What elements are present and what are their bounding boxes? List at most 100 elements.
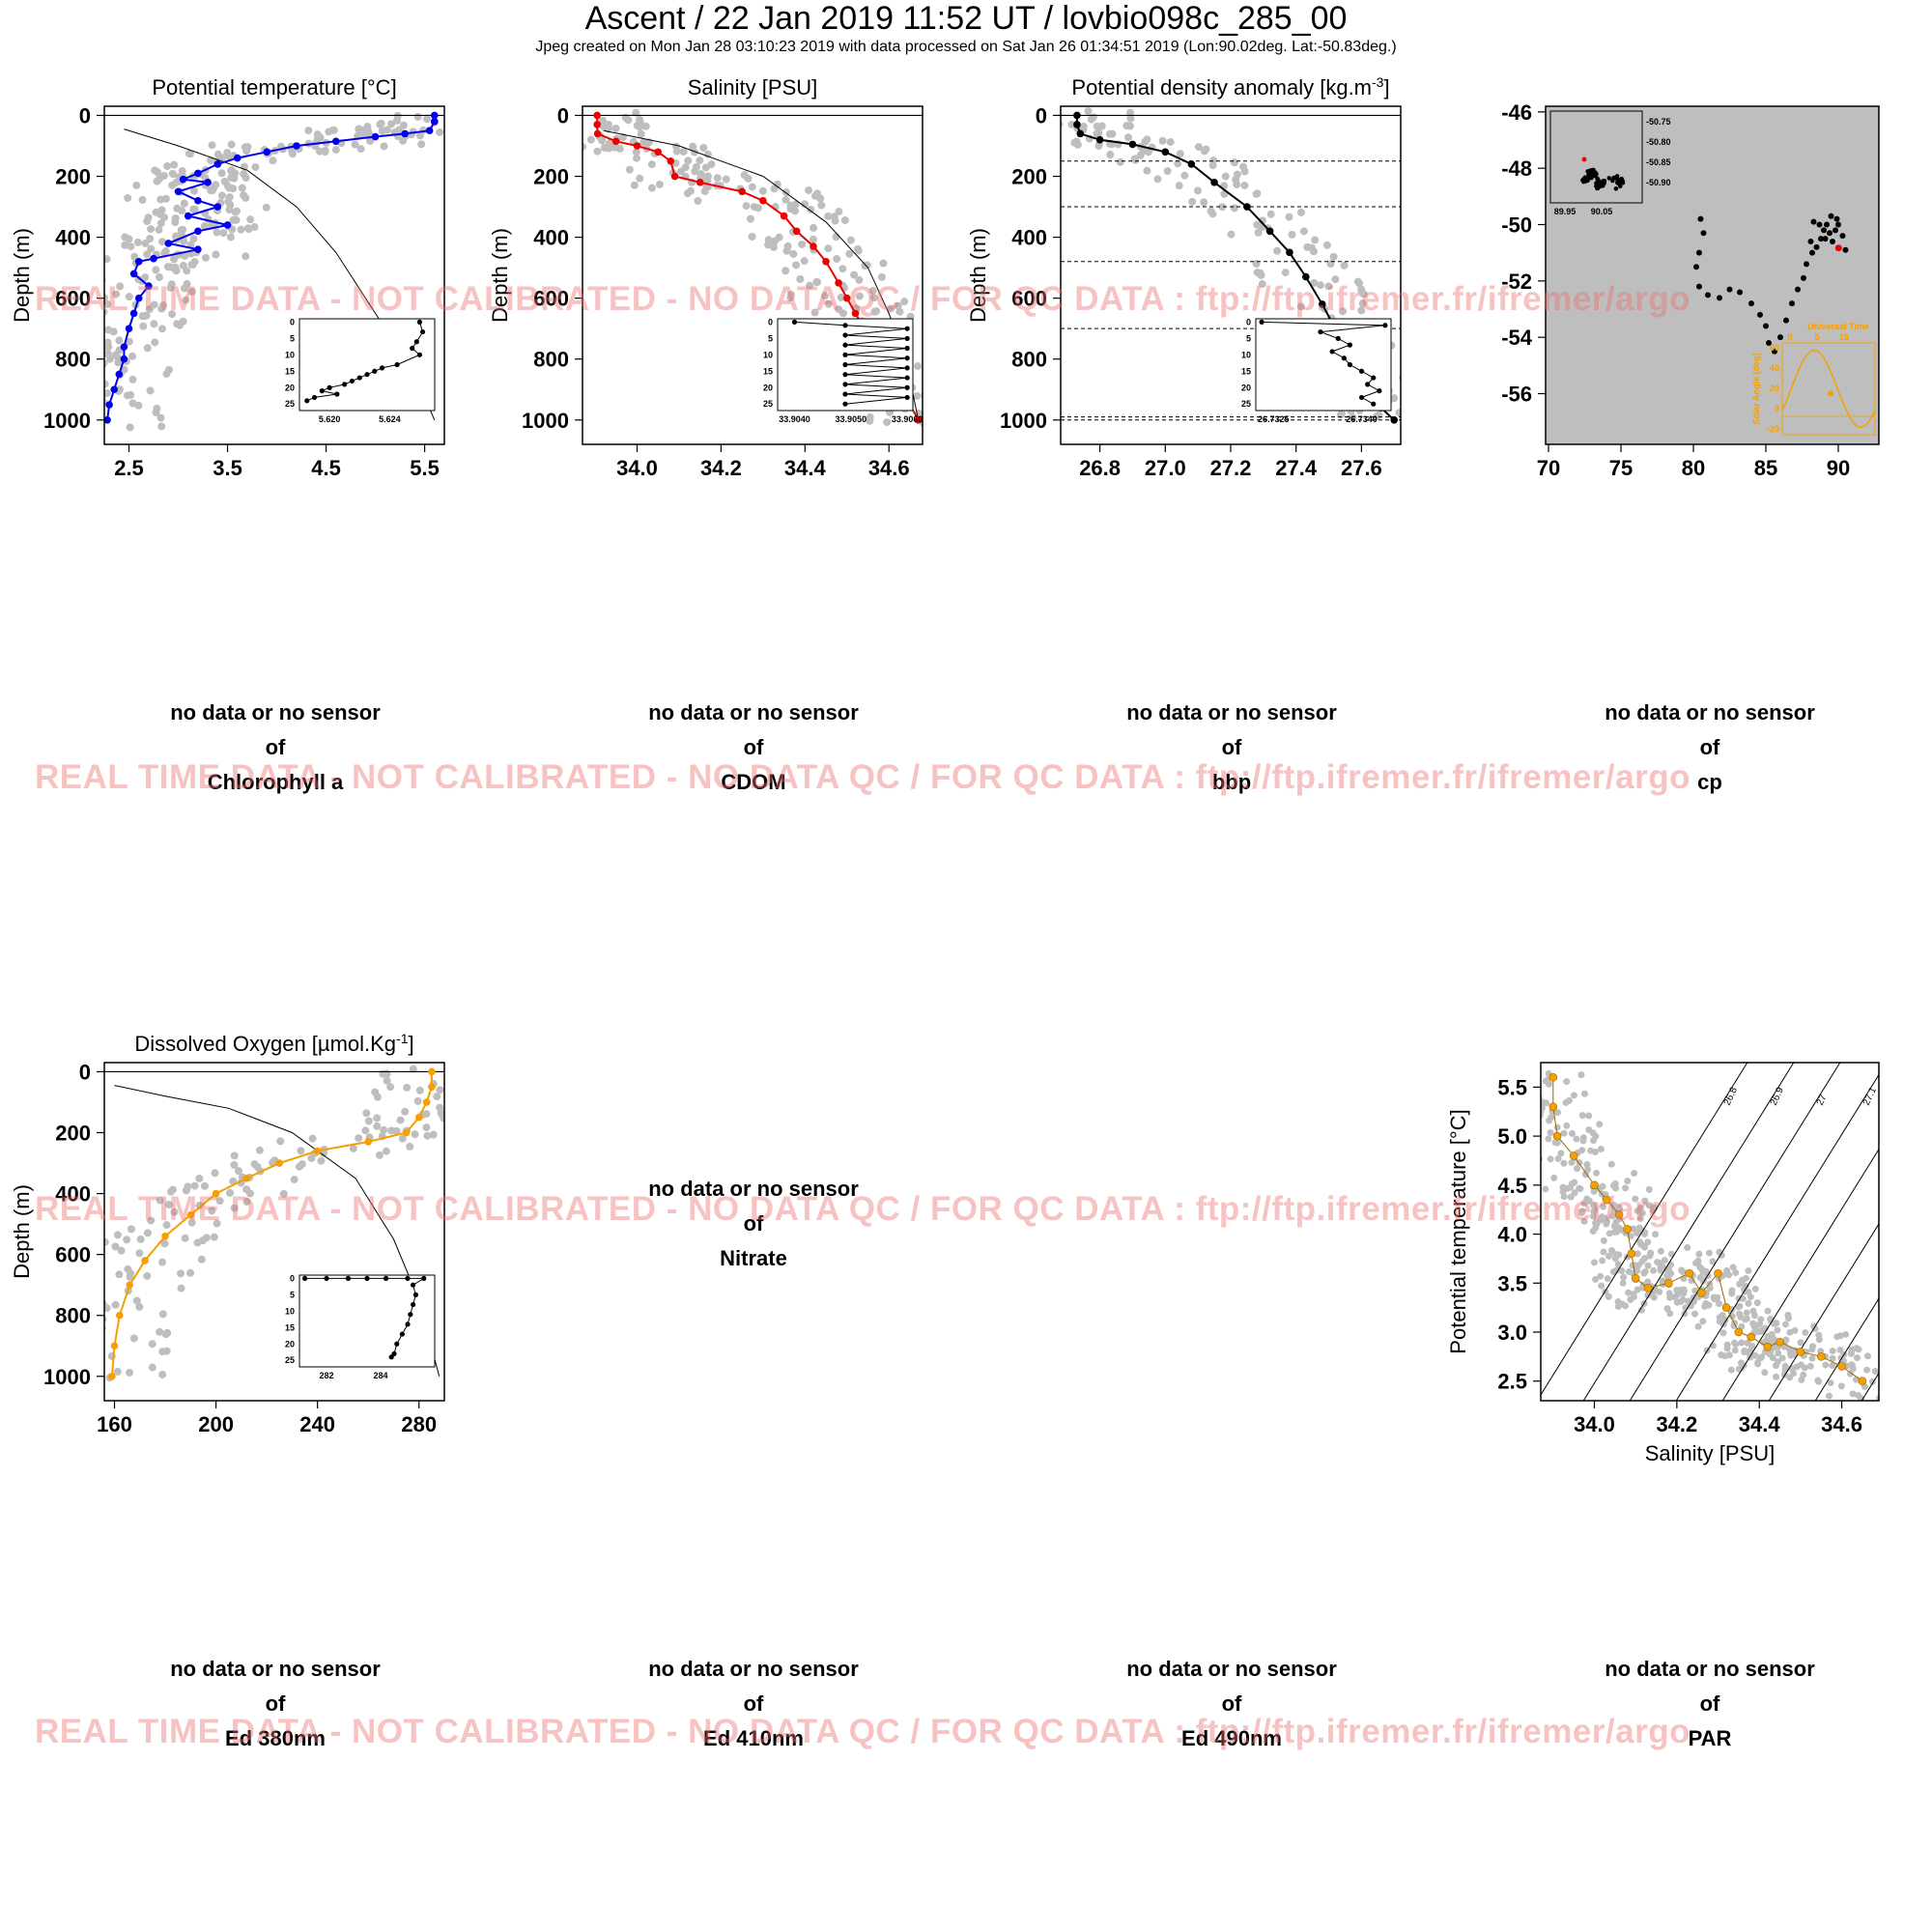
profile-point <box>212 1189 220 1198</box>
inset-point <box>364 372 370 378</box>
climatology-point <box>109 327 118 336</box>
y-tick-label: 600 <box>1011 287 1047 311</box>
climatology-point <box>145 305 154 314</box>
climatology-point <box>883 418 892 427</box>
climatology-point <box>1811 1325 1819 1333</box>
climatology-point <box>355 1134 363 1143</box>
climatology-point <box>1619 1279 1627 1287</box>
climatology-point <box>1230 158 1238 167</box>
climatology-point <box>182 296 190 304</box>
inset-y-tick-label: -50.85 <box>1646 157 1671 167</box>
chart-title: Salinity [PSU] <box>688 75 818 99</box>
climatology-point <box>846 236 855 244</box>
climatology-point <box>692 162 700 171</box>
climatology-point <box>1553 1123 1561 1131</box>
climatology-point <box>713 174 722 183</box>
profile-point <box>670 172 679 181</box>
climatology-point <box>1634 1250 1641 1258</box>
isopycnal-label: 26.9 <box>1769 1086 1786 1108</box>
climatology-point <box>1751 1351 1759 1359</box>
climatology-point <box>625 165 634 174</box>
inset-y-tick-label: 5 <box>768 333 773 343</box>
climatology-point <box>158 1310 167 1319</box>
climatology-point <box>1296 302 1305 311</box>
climatology-point <box>810 308 819 317</box>
climatology-point <box>1570 1092 1577 1099</box>
trajectory-point <box>1839 233 1846 240</box>
ts-point <box>1697 1289 1706 1297</box>
inset-x-tick-label: 33.9040 <box>779 414 810 424</box>
profile-point <box>780 212 788 220</box>
climatology-point <box>1563 1122 1571 1129</box>
ts-point <box>1763 1342 1773 1351</box>
y-tick-label: 600 <box>55 1243 91 1267</box>
climatology-point <box>1663 1305 1671 1313</box>
profile-point <box>428 1083 436 1092</box>
climatology-point <box>1580 1200 1588 1208</box>
climatology-point <box>1854 1354 1861 1362</box>
trajectory-point <box>1830 239 1835 244</box>
climatology-point <box>840 216 849 225</box>
climatology-point <box>1682 1304 1690 1312</box>
inset-y-tick-label: 25 <box>285 399 295 409</box>
climatology-point <box>78 1352 86 1360</box>
climatology-point <box>308 1134 317 1143</box>
climatology-point <box>104 294 109 302</box>
climatology-point <box>791 207 800 215</box>
profile-point <box>194 245 202 253</box>
climatology-point <box>127 242 135 251</box>
climatology-point <box>1611 1228 1619 1236</box>
inset-point <box>904 355 910 361</box>
climatology-point <box>1627 1295 1634 1303</box>
x-tick-label: 26.8 <box>1079 456 1121 480</box>
climatology-point <box>574 108 582 116</box>
climatology-point <box>1553 1109 1561 1117</box>
climatology-point <box>1565 1096 1573 1104</box>
climatology-point <box>147 1216 156 1225</box>
climatology-point <box>155 272 163 281</box>
climatology-point <box>1316 281 1324 290</box>
climatology-point <box>1863 1352 1871 1360</box>
climatology-point <box>820 292 829 300</box>
climatology-point <box>850 270 859 279</box>
y-tick-label: 5.5 <box>1497 1075 1527 1099</box>
climatology-point <box>211 1169 219 1178</box>
inset-point <box>416 352 423 357</box>
profile-point <box>223 221 232 229</box>
climatology-point <box>143 1271 152 1280</box>
climatology-point <box>1557 1150 1565 1157</box>
climatology-point <box>168 310 177 319</box>
inset-point <box>410 345 415 352</box>
y-tick-label: -46 <box>1501 100 1532 125</box>
inset-solar-angle: Universal Time 0 5 15 60 40 20 0 -20 Solar Angle … <box>1751 322 1876 436</box>
climatology-point <box>355 125 363 133</box>
inset-point <box>421 1275 427 1281</box>
climatology-point <box>170 1208 179 1216</box>
climatology-point <box>210 184 218 192</box>
climatology-point <box>1143 166 1151 175</box>
climatology-point <box>177 1284 185 1293</box>
climatology-point <box>179 317 187 326</box>
climatology-point <box>168 181 177 189</box>
climatology-point <box>1045 128 1053 136</box>
solar-x-tick-label: 15 <box>1839 332 1849 342</box>
climatology-point <box>475 119 483 127</box>
profile-point <box>1265 227 1274 236</box>
inset-point <box>1377 388 1382 394</box>
climatology-point <box>415 1086 424 1094</box>
inset-y-tick-label: 5 <box>290 1290 295 1299</box>
climatology-point <box>1603 1220 1610 1228</box>
trajectory-point <box>1763 323 1769 329</box>
climatology-point <box>468 135 475 143</box>
climatology-point <box>82 262 90 270</box>
trajectory-point <box>1726 286 1733 293</box>
climatology-point <box>1547 1155 1554 1163</box>
inset-point <box>842 342 848 348</box>
y-tick-label: 5.0 <box>1497 1124 1527 1149</box>
trajectory-point <box>1810 218 1817 225</box>
climatology-point <box>1357 306 1366 315</box>
inset-x-tick-label: 5.624 <box>379 414 401 424</box>
climatology-point <box>956 410 964 417</box>
climatology-point <box>1726 1351 1734 1359</box>
climatology-point <box>127 1225 135 1234</box>
